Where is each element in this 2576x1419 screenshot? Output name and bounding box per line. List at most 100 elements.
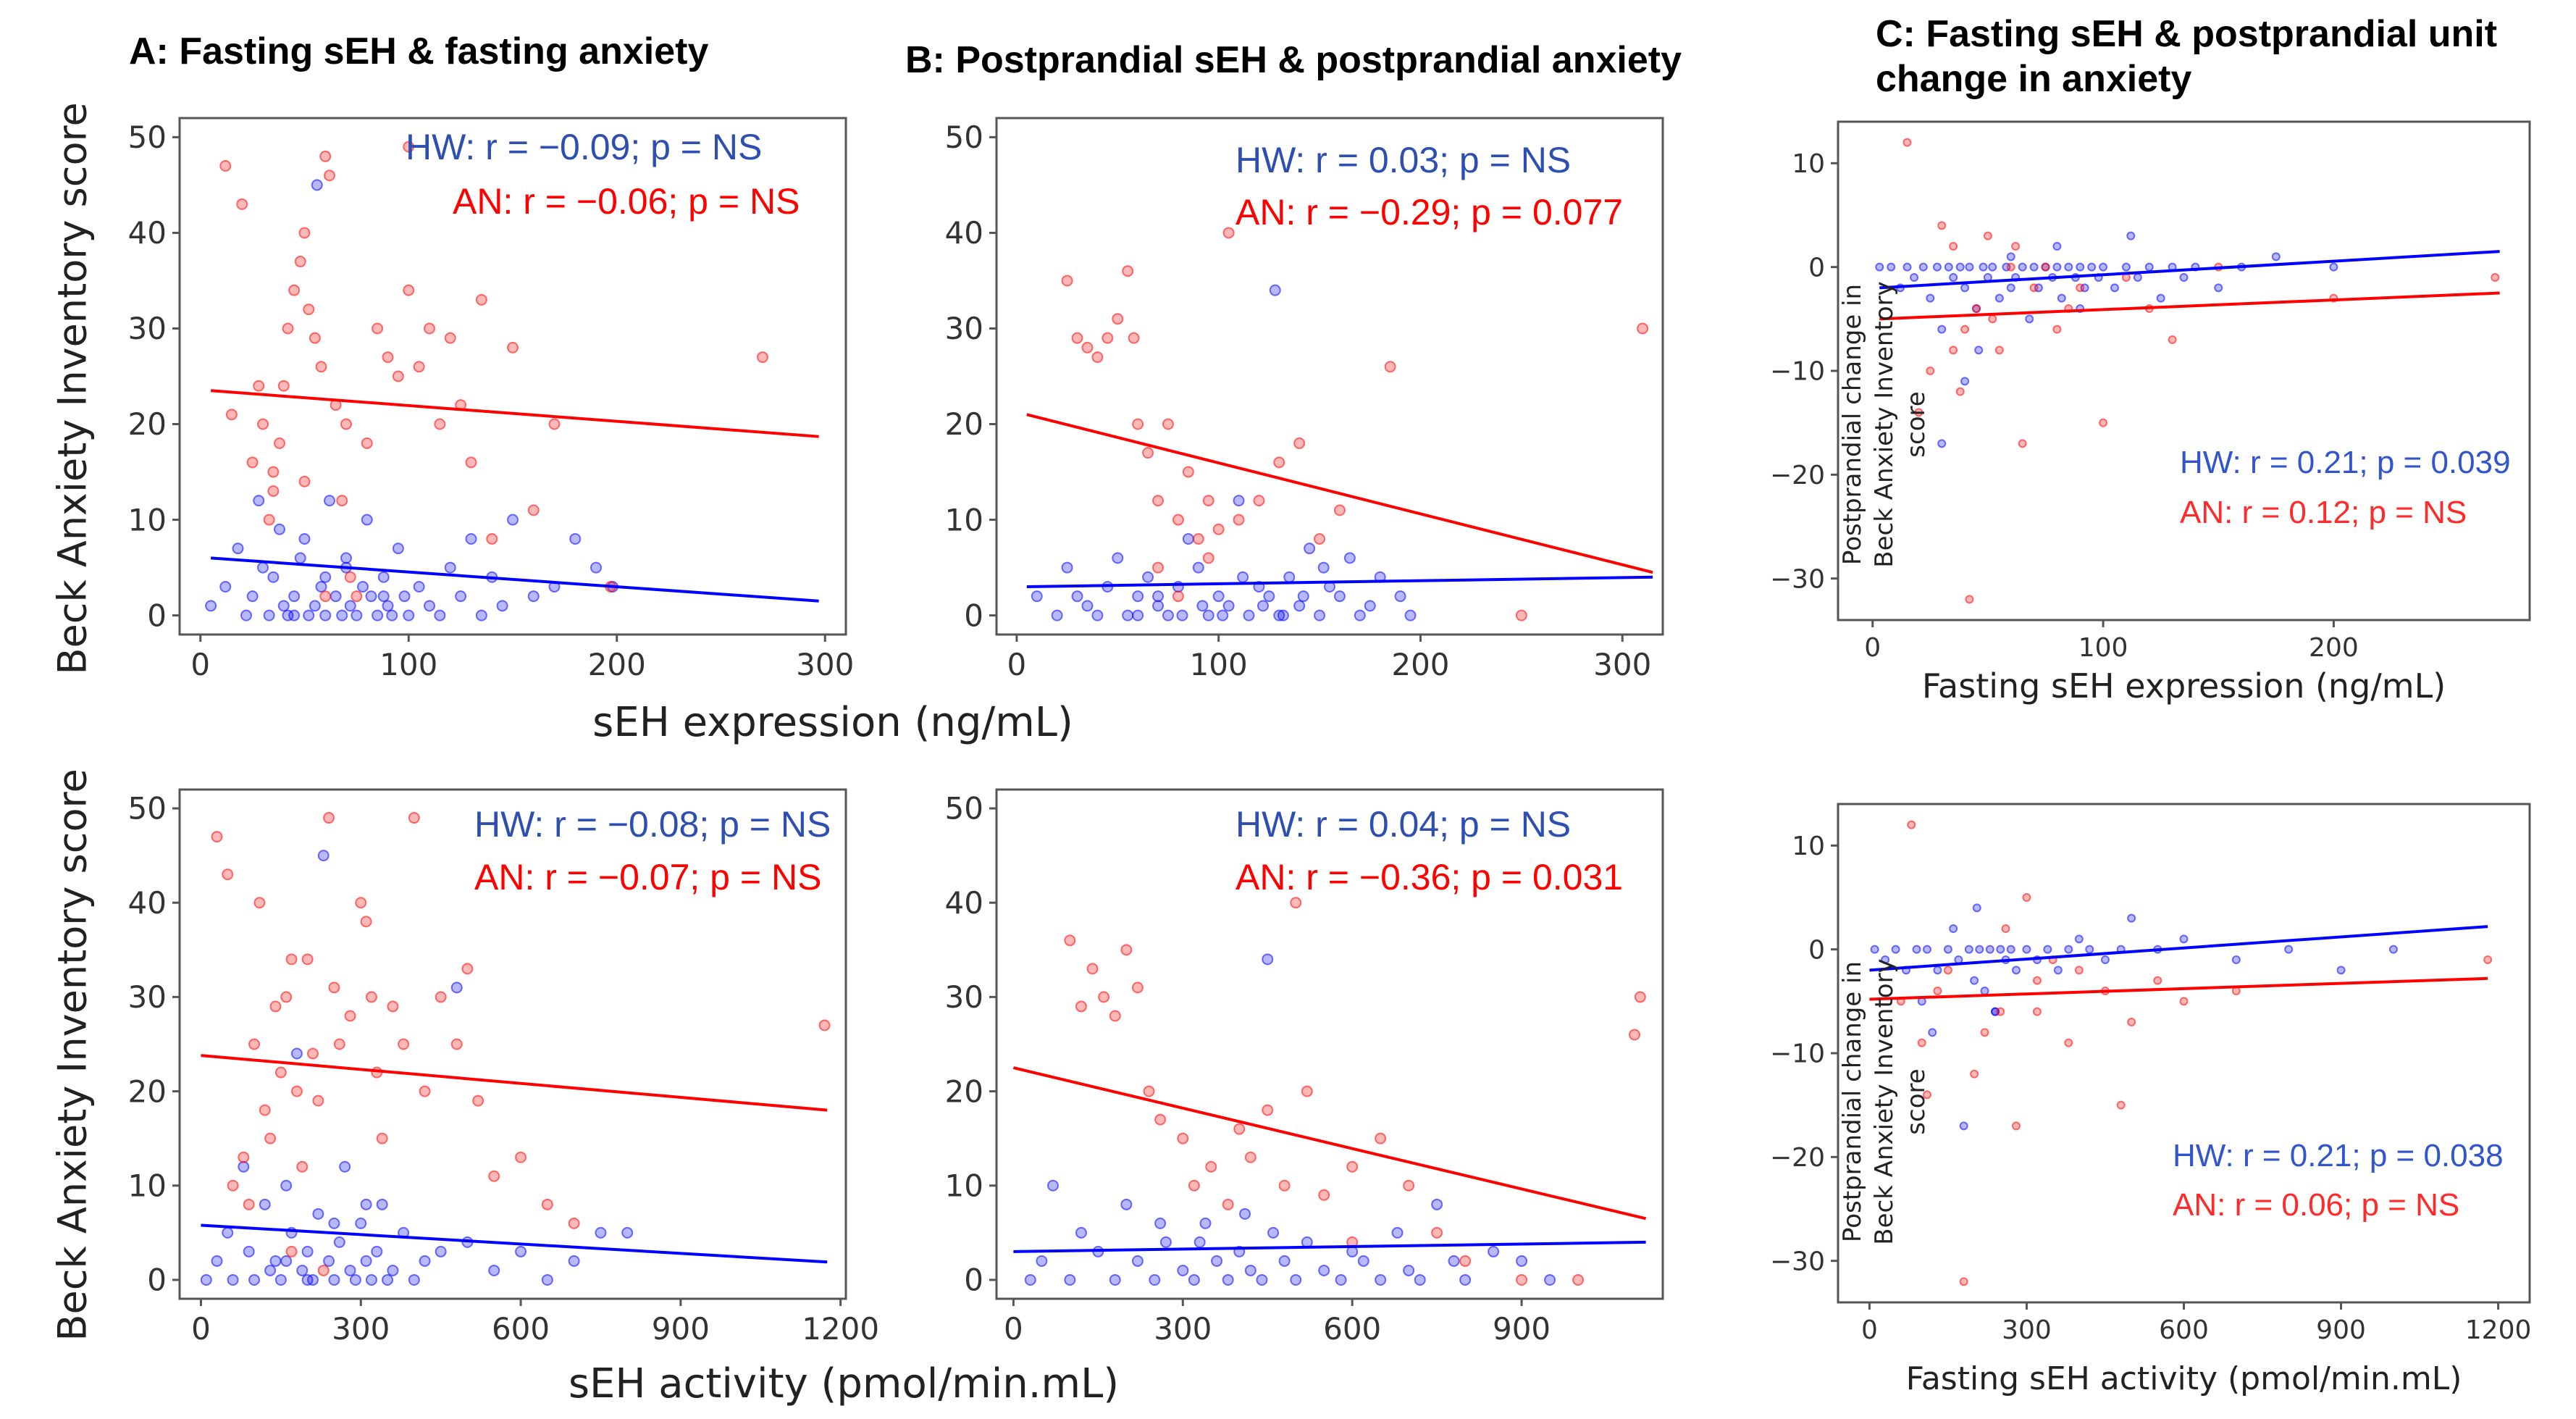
data-point-hw [2110,283,2119,293]
annotation-hw: HW: r = 0.21; p = 0.038 [2173,1138,2504,1173]
data-point-hw [1273,609,1285,621]
data-point-hw [312,1207,324,1220]
data-point-hw [1222,1273,1234,1286]
data-point-hw [2011,966,2021,975]
data-point-hw [444,561,456,574]
data-point-hw [387,1264,399,1276]
data-point-hw [1112,552,1124,564]
data-point-an [1937,221,1947,230]
data-point-an [527,504,540,516]
data-point-hw [1182,532,1194,545]
plot-frame [995,788,1664,1300]
data-point-hw [1024,1273,1036,1286]
data-point-hw [269,1255,282,1267]
data-point-hw [2006,252,2015,261]
data-point-an [450,1038,463,1050]
data-point-hw [1244,1264,1256,1276]
c-bottom-x-label: Fasting sEH activity (pmol/min.mL) [1905,1360,2462,1397]
data-point-hw [2179,934,2189,944]
c-bottom-y-label-line1: Postprandial change in [1838,960,1867,1243]
data-point-an [1431,1226,1443,1239]
data-point-an [1959,1277,1968,1286]
y-tick-label: −30 [1770,564,1825,594]
data-point-hw [1459,1273,1472,1286]
data-point-hw [372,609,384,621]
data-point-hw [1193,1236,1206,1248]
data-point-hw [455,590,467,603]
data-point-hw [274,1273,287,1286]
data-point-an [1202,552,1214,564]
data-point-hw [355,1217,367,1229]
data-point-hw [365,590,377,603]
data-point-an [2022,893,2031,902]
data-point-an [1222,227,1235,239]
data-point-hw [1154,1217,1167,1229]
data-point-hw [1375,1273,1387,1286]
data-point-hw [1926,293,1935,303]
data-point-hw [2179,273,2189,282]
data-point-hw [1149,1273,1161,1286]
data-point-an [387,1000,399,1013]
data-point-an [1142,447,1154,459]
plot-frame [178,117,847,636]
data-point-an [1102,332,1114,344]
data-point-an [285,953,298,966]
data-point-an [1075,1000,1087,1013]
data-point-an [2179,997,2189,1006]
data-point-hw [1431,1198,1443,1210]
x-tick-label: 0 [190,647,210,682]
data-point-hw [1943,945,1952,954]
c-top-x-label: Fasting sEH expression (ng/mL) [1921,666,2446,706]
data-point-hw [1891,945,1900,954]
x-tick-label: 1200 [802,1311,879,1347]
data-point-an [1914,408,1923,417]
data-point-an [1205,1160,1217,1173]
data-point-hw [2006,945,2015,954]
data-point-hw [360,1255,372,1267]
data-point-an [1988,314,1997,324]
data-point-hw [1965,262,1974,272]
data-point-an [1071,332,1083,344]
data-point-hw [219,580,232,593]
data-point-an [2127,1018,2136,1026]
data-point-hw [1980,987,1989,995]
data-point-hw [1051,609,1063,621]
data-point-an [413,361,425,373]
data-point-an [488,1170,500,1182]
data-point-hw [1937,439,1947,448]
annotation-an: AN: r = −0.36; p = 0.031 [1235,857,1623,897]
y-tick-label: −20 [1770,1143,1825,1173]
y-tick-label: 40 [128,215,167,251]
data-point-hw [340,552,352,564]
data-point-hw [1297,590,1309,603]
data-point-an [2168,335,2177,344]
data-point-an [298,475,311,487]
data-point-an [257,418,269,430]
data-point-hw [280,1255,293,1267]
data-point-hw [303,609,315,621]
x-tick-label: 600 [492,1311,550,1347]
data-point-an [408,812,420,824]
regression-line-an [1012,1066,1647,1221]
data-point-an [507,341,519,353]
data-point-hw [1233,495,1245,507]
data-point-an [253,897,266,909]
data-point-an [1253,495,1265,507]
data-point-hw [2388,945,2398,954]
data-point-an [288,284,301,296]
data-point-hw [277,600,290,612]
data-point-hw [515,1245,527,1257]
annotation-an: AN: r = 0.12; p = NS [2180,495,2467,530]
regression-line-an [201,1054,828,1112]
data-point-hw [507,514,519,526]
data-point-an [324,169,335,182]
data-point-an [1907,820,1916,829]
data-point-hw [264,1264,277,1276]
c-top-y-label-line1: Postprandial change in [1838,283,1867,566]
data-point-hw [595,1226,607,1239]
data-point-an [403,141,415,153]
y-tick-label: 0 [964,1263,983,1298]
data-point-an [227,1179,239,1192]
y-tick-label: 20 [945,406,983,442]
data-point-hw [2064,262,2073,272]
